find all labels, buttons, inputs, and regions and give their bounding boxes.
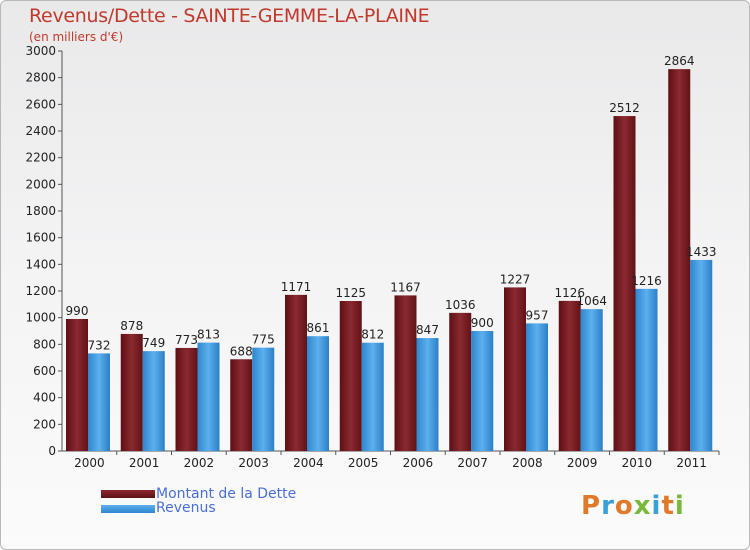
x-tick-label: 2004	[293, 456, 324, 470]
x-tick-label: 2005	[348, 456, 379, 470]
y-tick-label: 600	[33, 364, 56, 378]
y-tick-label: 1200	[25, 284, 56, 298]
revenus-bar	[142, 351, 165, 451]
dette-value-label: 1171	[281, 280, 312, 294]
revenus-value-label: 957	[526, 308, 549, 322]
dette-value-label: 773	[175, 333, 198, 347]
y-tick-label: 2200	[25, 151, 56, 165]
dette-bar	[120, 333, 143, 451]
x-tick-label: 2011	[676, 456, 707, 470]
x-tick-label: 2010	[622, 456, 653, 470]
y-tick-label: 1600	[25, 231, 56, 245]
revenus-value-label: 749	[142, 336, 165, 350]
dette-value-label: 1126	[554, 286, 585, 300]
y-tick-label: 1800	[25, 204, 56, 218]
dette-bar	[613, 116, 636, 452]
revenus-bar	[580, 309, 603, 451]
revenus-value-label: 1433	[686, 245, 717, 259]
revenus-bar	[635, 288, 658, 451]
revenus-value-label: 900	[471, 316, 494, 330]
revenus-bar	[690, 259, 713, 451]
dette-value-label: 2512	[609, 101, 640, 115]
legend-swatch-revenus	[101, 505, 155, 513]
revenus-value-label: 1064	[576, 294, 607, 308]
revenus-value-label: 1216	[631, 274, 662, 288]
revenus-bar	[416, 338, 439, 451]
x-tick-label: 2001	[129, 456, 160, 470]
dette-bar	[449, 312, 472, 451]
chart-subtitle: (en milliers d'€)	[29, 30, 124, 44]
dette-bar	[285, 294, 307, 451]
x-tick-label: 2006	[403, 456, 434, 470]
dette-bar	[558, 300, 581, 451]
logo-letter: P	[581, 491, 602, 521]
logo-letter: x	[633, 491, 652, 521]
y-tick-label: 1000	[25, 311, 56, 325]
revenus-bar	[252, 347, 275, 451]
revenus-bar	[307, 336, 329, 451]
revenus-value-label: 812	[361, 328, 384, 342]
x-tick-label: 2007	[457, 456, 488, 470]
y-tick-label: 2000	[25, 177, 56, 191]
dette-bar	[504, 287, 526, 451]
logo-letter: r	[601, 491, 615, 521]
revenus-value-label: 847	[416, 323, 439, 337]
revenus-bar	[526, 323, 548, 451]
x-tick-label: 2008	[512, 456, 543, 470]
dette-bar	[668, 69, 691, 451]
revenus-bar	[197, 342, 220, 451]
dette-bar	[339, 301, 362, 451]
logo-letter: i	[651, 491, 662, 521]
revenus-bar	[361, 342, 384, 451]
dette-value-label: 1125	[335, 286, 366, 300]
y-tick-label: 2400	[25, 124, 56, 138]
revenus-value-label: 861	[307, 321, 330, 335]
legend-label-revenus: Revenus	[156, 500, 216, 516]
dette-value-label: 2864	[664, 54, 695, 68]
x-tick-label: 2002	[184, 456, 215, 470]
dette-value-label: 878	[120, 319, 143, 333]
revenus-bar	[471, 331, 494, 451]
logo-letter: t	[661, 491, 675, 521]
chart-title: Revenus/Dette - SAINTE-GEMME-LA-PLAINE	[29, 5, 430, 27]
x-tick-label: 2003	[238, 456, 269, 470]
y-tick-label: 2600	[25, 97, 56, 111]
dette-value-label: 1036	[445, 298, 476, 312]
legend-swatch-dette	[101, 490, 155, 498]
dette-bar	[66, 319, 88, 451]
x-tick-label: 2000	[74, 456, 105, 470]
revenus-value-label: 732	[88, 338, 111, 352]
logo-letter: i	[674, 491, 685, 521]
dette-value-label: 1167	[390, 280, 421, 294]
dette-bar	[175, 347, 198, 451]
y-tick-label: 1400	[25, 257, 56, 271]
dette-bar	[230, 359, 253, 451]
y-tick-label: 200	[33, 417, 56, 431]
dette-bar	[394, 295, 417, 451]
y-tick-label: 0	[48, 444, 56, 458]
proxiti-logo: Proxiti	[581, 491, 685, 521]
y-tick-label: 400	[33, 391, 56, 405]
y-tick-label: 800	[33, 337, 56, 351]
revenus-value-label: 775	[252, 333, 275, 347]
revenus-value-label: 813	[197, 328, 220, 342]
dette-value-label: 688	[230, 344, 253, 358]
dette-value-label: 990	[66, 304, 89, 318]
revenus-bar	[88, 353, 110, 451]
x-tick-label: 2009	[567, 456, 598, 470]
y-tick-label: 2800	[25, 71, 56, 85]
y-tick-label: 3000	[25, 44, 56, 58]
dette-value-label: 1227	[500, 272, 531, 286]
legend-label-dette: Montant de la Dette	[156, 486, 297, 502]
logo-letter: o	[614, 491, 634, 521]
